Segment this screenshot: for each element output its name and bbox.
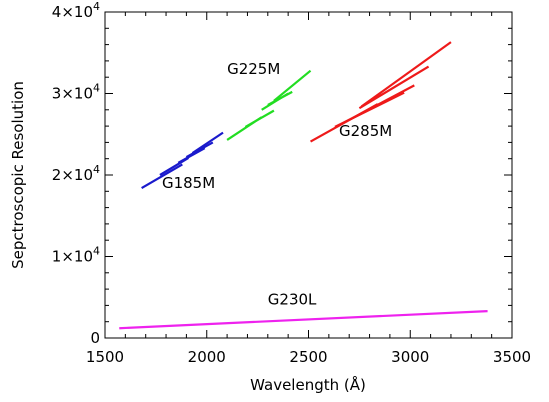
series-line-g185m: [185, 141, 214, 159]
y-tick-label-base: 0: [90, 329, 100, 347]
series-label-g225m: G225M: [227, 60, 280, 78]
series-line-g285m: [358, 65, 430, 110]
series-label-g285m: G285M: [339, 122, 392, 140]
y-tick-label-base: 4×10: [52, 3, 93, 21]
y-tick-label-base: 3×10: [52, 85, 93, 103]
series-line-g285m: [360, 41, 452, 108]
x-tick-label: 2500: [289, 348, 327, 366]
series-line-g185m: [141, 163, 183, 189]
y-tick-label-base: 2×10: [52, 166, 93, 184]
series-line-g225m: [244, 109, 275, 128]
series-layer: [119, 41, 488, 330]
y-tick-label-exponent: 4: [93, 245, 100, 258]
y-tick-label: 3×104: [52, 82, 100, 103]
series-line-g185m: [191, 131, 224, 154]
y-tick-label-exponent: 4: [93, 82, 100, 95]
series-line-g285m: [344, 84, 415, 123]
series-line-g230l: [119, 310, 488, 330]
x-tick-labels: 1500 2000 2500 3000 3500: [86, 348, 531, 366]
x-tick-label: 3500: [493, 348, 531, 366]
x-axis-label: Wavelength (Å): [250, 375, 366, 394]
series-label-g230l: G230L: [268, 291, 317, 309]
series-line-g225m: [273, 69, 312, 102]
y-axis-label: Sepctroscopic Resolution: [9, 81, 27, 269]
x-tick-label: 3000: [391, 348, 429, 366]
y-tick-label: 0: [90, 329, 100, 347]
series-line-g225m: [267, 90, 293, 106]
series-labels: G185M G225M G285M G230L: [162, 60, 392, 309]
y-tick-label-exponent: 4: [93, 163, 100, 176]
y-tick-label: 4×104: [52, 0, 100, 21]
series-label-g185m: G185M: [162, 174, 215, 192]
y-tick-label-exponent: 4: [93, 0, 100, 13]
x-tick-label: 2000: [188, 348, 226, 366]
y-tick-label-base: 1×10: [52, 248, 93, 266]
x-tick-label: 1500: [86, 348, 124, 366]
y-tick-label: 2×104: [52, 163, 100, 184]
axis-ticks: [104, 11, 513, 339]
y-tick-label: 1×104: [52, 245, 100, 266]
